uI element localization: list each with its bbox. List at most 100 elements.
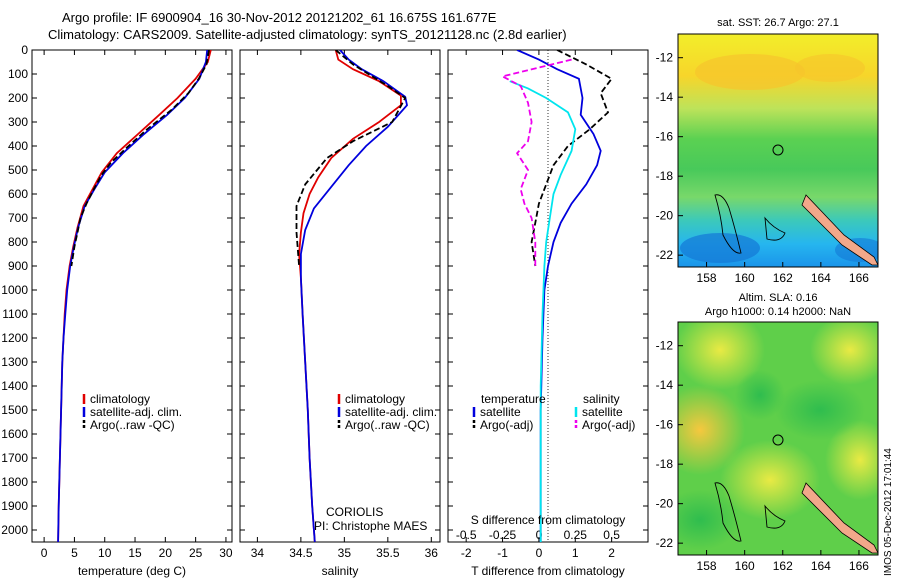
map-x-tick-label: 162 [773, 271, 793, 285]
difference-xlabel-temperature: T difference from climatology [471, 564, 625, 578]
x-tick-label: 20 [159, 546, 173, 560]
sla-coastline [714, 482, 742, 542]
map-x-tick-label: 158 [697, 271, 717, 285]
sla-low-patch [775, 380, 865, 440]
x2-tick-label: -0.5 [456, 528, 477, 542]
sst-map-frame [677, 33, 879, 268]
legend-label: satellite-adj. clim. [90, 405, 182, 419]
y-tick-label: 700 [8, 211, 28, 225]
x-tick-label: 1 [572, 546, 579, 560]
map-y-tick-label: -22 [656, 536, 674, 550]
series-line [299, 50, 408, 542]
legend-label: Argo(..raw -QC) [90, 418, 175, 432]
legend-heading: temperature [481, 392, 546, 406]
y-tick-label: 100 [8, 67, 28, 81]
x-tick-label: 0 [536, 546, 543, 560]
legend-label: Argo(-adj) [582, 418, 635, 432]
sst-map-panel: sat. SST: 26.7 Argo: 27.1 158 160 162 164 16… [656, 17, 879, 285]
x-tick-label: 5 [71, 546, 78, 560]
temperature-axes [31, 49, 233, 543]
series-line [499, 58, 572, 266]
sla-map-frame [677, 321, 879, 556]
map-y-tick-label: -12 [656, 339, 674, 353]
x2-tick-label: 0.5 [603, 528, 620, 542]
legend-heading: salinity [583, 392, 620, 406]
map-x-tick-label: 160 [735, 559, 755, 573]
map-x-tick-label: 164 [811, 271, 831, 285]
legend-label: Argo(-adj) [480, 418, 533, 432]
salinity-annotation-coriolis: CORIOLIS [326, 505, 383, 519]
sst-map-ticks: 158 160 162 164 166 -12 -14 -16 -18 -20 -22 [656, 51, 870, 285]
x-tick-label: 30 [219, 546, 233, 560]
x2-tick-label: -0.25 [489, 528, 517, 542]
y-tick-label: 1300 [1, 355, 28, 369]
map-y-tick-label: -18 [656, 457, 674, 471]
x-tick-label: 25 [189, 546, 203, 560]
series-line [295, 50, 407, 267]
y-tick-label: 1400 [1, 379, 28, 393]
sst-coastline [714, 194, 742, 254]
difference-series [499, 50, 613, 542]
x-tick-label: 15 [128, 546, 142, 560]
map-x-tick-label: 164 [811, 559, 831, 573]
x-tick-label: 36 [425, 546, 439, 560]
sla-high-patch [678, 322, 765, 390]
x-tick-label: -2 [461, 546, 472, 560]
legend-label: climatology [90, 392, 150, 406]
map-y-tick-label: -16 [656, 130, 674, 144]
map-x-tick-label: 162 [773, 559, 793, 573]
salinity-xlabel: salinity [322, 564, 359, 578]
sla-map-subtitle: Argo h1000: 0.14 h2000: NaN [705, 306, 851, 318]
temperature-ticks: 0 5 10 15 20 25 300100200300400500600700800900… [1, 43, 233, 560]
map-y-tick-label: -14 [656, 90, 674, 104]
map-y-tick-label: -22 [656, 248, 674, 262]
x2-tick-label: 0.25 [564, 528, 588, 542]
x-tick-label: 10 [98, 546, 112, 560]
sst-warm-patch [795, 54, 865, 82]
sla-argo-marker [772, 434, 784, 446]
sla-map-ticks: 158 160 162 164 166 -12 -14 -16 -18 -20 -22 [656, 339, 870, 573]
salinity-series [295, 50, 408, 542]
y-tick-label: 1500 [1, 403, 28, 417]
x-tick-label: -1 [497, 546, 508, 560]
map-y-tick-label: -14 [656, 378, 674, 392]
new-caledonia-land [801, 194, 878, 266]
y-tick-label: 200 [8, 91, 28, 105]
sst-cool-patch [680, 233, 760, 263]
sla-high-patch [678, 385, 745, 475]
series-line [70, 50, 210, 267]
x-tick-label: 35 [338, 546, 352, 560]
y-tick-label: 1100 [2, 307, 28, 321]
sla-high-patch [825, 420, 878, 500]
sla-coastline [764, 504, 786, 529]
legend-label: satellite [480, 405, 521, 419]
sla-low-patch [735, 370, 785, 420]
y-tick-label: 400 [8, 139, 28, 153]
y-tick-label: 800 [8, 235, 28, 249]
sla-high-patch [720, 440, 820, 520]
temperature-panel: 0 5 10 15 20 25 300100200300400500600700800900… [1, 43, 233, 578]
y-tick-label: 1700 [1, 451, 28, 465]
y-tick-label: 0 [21, 43, 28, 57]
salinity-axes [239, 49, 441, 543]
legend-label: satellite-adj. clim. [345, 405, 437, 419]
sst-warm-patch [695, 54, 805, 90]
sst-map-title: sat. SST: 26.7 Argo: 27.1 [717, 17, 839, 29]
difference-ticks: -2 -1 0 1 2 -0.5 -0.25 0 0.25 0.5 [448, 49, 648, 560]
map-y-tick-label: -20 [656, 209, 674, 223]
sla-map-title: Altim. SLA: 0.16 [739, 292, 818, 304]
map-y-tick-label: -12 [656, 51, 674, 65]
x2-tick-label: 0 [536, 528, 543, 542]
temperature-series [57, 50, 212, 542]
difference-xlabel-salinity: S difference from climatology [471, 513, 626, 527]
map-x-tick-label: 160 [735, 271, 755, 285]
y-tick-label: 1900 [1, 499, 28, 513]
y-tick-label: 1200 [1, 331, 28, 345]
legend-label: satellite [582, 405, 623, 419]
sla-high-patch [810, 322, 878, 385]
legend-label: climatology [345, 392, 405, 406]
series-line [530, 50, 613, 267]
map-y-tick-label: -20 [656, 497, 674, 511]
y-tick-label: 1800 [1, 475, 28, 489]
